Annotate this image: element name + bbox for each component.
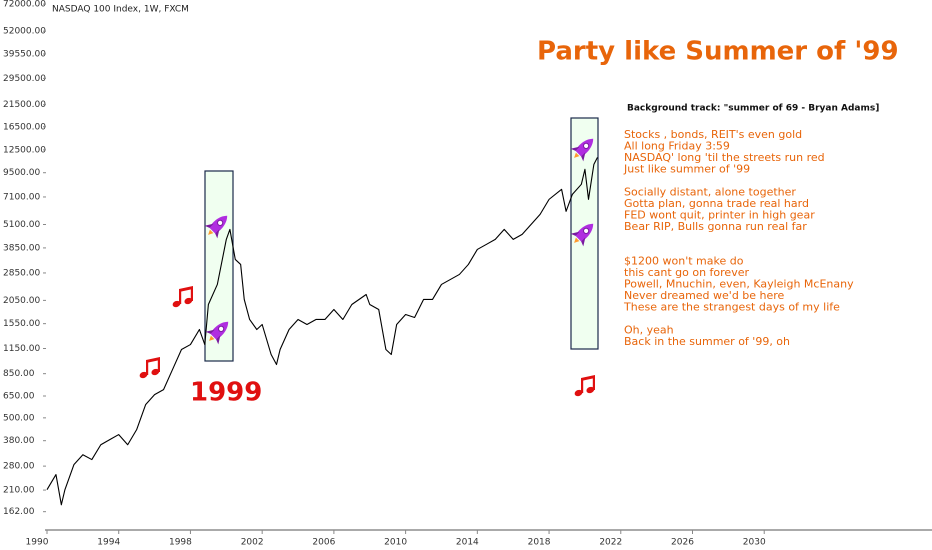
x-tick-label: 2014	[456, 538, 479, 548]
x-tick-label: 1990	[26, 538, 49, 548]
lyric-line: Back in the summer of '99, oh	[624, 335, 790, 348]
lyric-line: Powell, Mnuchin, even, Kayleigh McEnany	[624, 278, 854, 291]
lyric-line: Gotta plan, gonna trade real hard	[624, 197, 809, 210]
lyric-line: Never dreamed we'd be here	[624, 289, 785, 302]
x-tick-label: 1994	[97, 538, 120, 548]
x-tick-label: 2006	[312, 538, 335, 548]
x-tick-label: 2026	[671, 538, 694, 548]
track-note: Background track: "summer of 69 - Bryan …	[627, 104, 879, 114]
y-tick-label: 850.00	[3, 369, 35, 379]
y-tick-label: 9500.00	[3, 168, 40, 178]
y-tick-label: 21500.00	[3, 100, 46, 110]
y-tick-label: 2050.00	[3, 296, 40, 306]
lyric-line: this cant go on forever	[624, 266, 749, 279]
x-tick-label: 2022	[599, 538, 622, 548]
y-tick-label: 500.00	[3, 413, 35, 423]
year-label: 1999	[190, 378, 262, 408]
y-tick-label: 7100.00	[3, 192, 40, 202]
plot-area	[46, 157, 598, 506]
y-tick-label: 280.00	[3, 462, 35, 472]
y-tick-label: 5100.00	[3, 220, 40, 230]
y-tick-label: 2850.00	[3, 268, 40, 278]
headline: Party like Summer of '99	[537, 37, 899, 67]
music-note-icon	[138, 357, 161, 380]
lyric-line: NASDAQ' long 'til the streets run red	[624, 151, 825, 164]
x-tick-label: 2018	[528, 538, 551, 548]
music-note-icon	[573, 375, 596, 398]
price-line	[46, 157, 598, 506]
x-tick-label: 2010	[384, 538, 407, 548]
x-tick-label: 2002	[241, 538, 264, 548]
lyric-line: These are the strangest days of my life	[623, 301, 840, 314]
y-tick-label: 72000.00	[3, 0, 46, 10]
lyric-line: Oh, yeah	[624, 324, 674, 337]
y-tick-label: 1550.00	[3, 319, 40, 329]
y-tick-label: 1150.00	[3, 344, 40, 354]
lyric-line: Bear RIP, Bulls gonna run real far	[624, 220, 807, 233]
lyric-line: FED wont quit, printer in high gear	[624, 209, 815, 222]
y-tick-label: 12500.00	[3, 145, 46, 155]
lyric-line: All long Friday 3:59	[624, 140, 730, 153]
lyric-line: Socially distant, alone together	[624, 186, 796, 199]
y-tick-label: 39550.00	[3, 49, 46, 59]
lyric-line: Stocks , bonds, REIT's even gold	[624, 128, 802, 141]
y-tick-label: 380.00	[3, 436, 35, 446]
x-tick-label: 2030	[743, 538, 766, 548]
music-note-icon	[171, 286, 194, 309]
x-tick-label: 1998	[169, 538, 192, 548]
y-tick-label: 650.00	[3, 392, 35, 402]
lyric-line: Just like summer of '99	[623, 163, 750, 176]
y-tick-label: 29500.00	[3, 74, 46, 84]
y-tick-label: 162.00	[3, 507, 35, 517]
y-tick-label: 3850.00	[3, 243, 40, 253]
y-tick-label: 52000.00	[3, 27, 46, 37]
y-tick-label: 210.00	[3, 486, 35, 496]
chart-title: NASDAQ 100 Index, 1W, FXCM	[52, 5, 189, 15]
y-tick-label: 16500.00	[3, 122, 46, 132]
lyric-line: $1200 won't make do	[624, 255, 744, 268]
